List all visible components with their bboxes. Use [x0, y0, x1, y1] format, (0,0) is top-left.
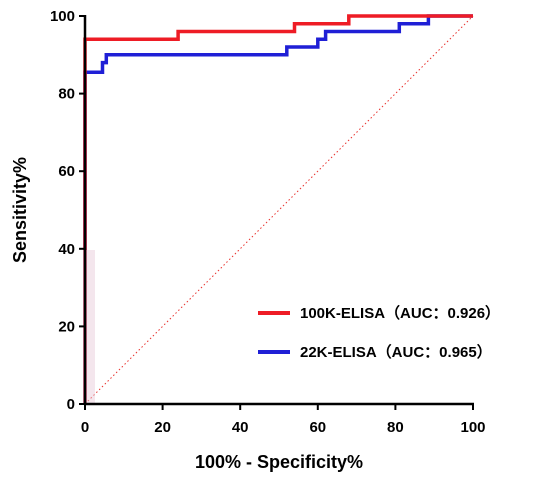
ticks-layer: 0 20 40 60 80 100 0 20 40 60 80 100 [50, 8, 486, 436]
legend-label-100k: 100K-ELISA（AUC：0.926） [300, 304, 500, 322]
x-tick-label-100: 100 [460, 419, 485, 436]
x-tick-label-20: 20 [154, 419, 171, 436]
x-tick-label-40: 40 [232, 419, 249, 436]
y-tick-label-0: 0 [67, 396, 75, 413]
y-tick-label-100: 100 [50, 8, 75, 25]
y-tick-label-40: 40 [58, 241, 75, 258]
diagonal-reference-line [84, 15, 474, 405]
x-tick-label-60: 60 [309, 419, 326, 436]
legend: 100K-ELISA（AUC：0.926） 22K-ELISA（AUC：0.96… [258, 304, 500, 361]
x-axis-title: 100% - Specificity% [195, 452, 363, 472]
x-tick-label-0: 0 [81, 419, 89, 436]
y-tick-label-60: 60 [58, 163, 75, 180]
series-layer [83, 14, 473, 404]
y-tick-label-20: 20 [58, 318, 75, 335]
x-tick-label-80: 80 [387, 419, 404, 436]
y-tick-label-80: 80 [58, 86, 75, 103]
y-axis-title: Sensitivity% [10, 157, 30, 263]
series-line-22k [83, 14, 473, 404]
series-line-100k [83, 14, 473, 404]
legend-label-22k: 22K-ELISA（AUC：0.965） [300, 343, 492, 361]
